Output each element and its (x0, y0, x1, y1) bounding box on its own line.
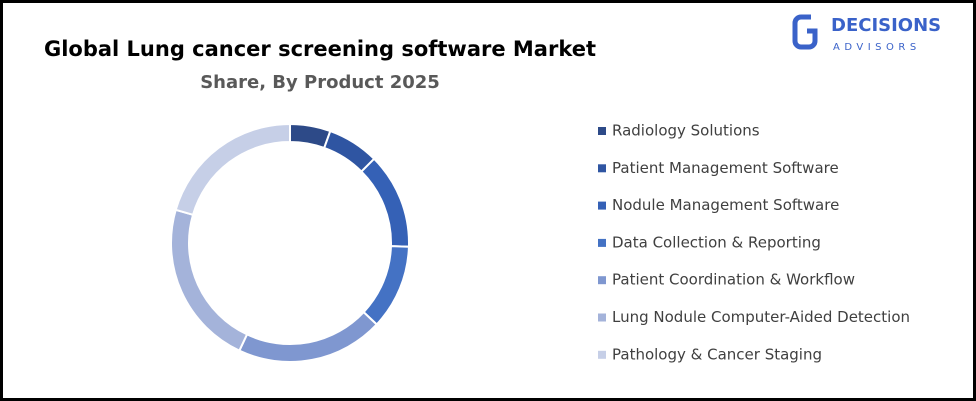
donut-segment (238, 310, 379, 363)
chart: Global Lung cancer screening software Ma… (44, 14, 941, 363)
legend-label: Patient Management Software (612, 159, 839, 177)
logo: DECISIONS ADVISORS (792, 14, 941, 53)
legend-label: Patient Coordination & Workflow (612, 271, 855, 289)
legend-label: Lung Nodule Computer-Aided Detection (612, 308, 910, 326)
legend-swatch (598, 350, 606, 359)
legend-swatch (598, 276, 606, 285)
logo-tagline: ADVISORS (833, 42, 921, 53)
legend-swatch (598, 313, 606, 322)
legend-label: Nodule Management Software (612, 196, 839, 214)
legend-label: Data Collection & Reporting (612, 233, 821, 251)
legend-swatch (598, 238, 606, 247)
chart-subtitle: Share, By Product 2025 (200, 72, 440, 93)
donut-segment (360, 157, 410, 248)
donut-segment (362, 245, 410, 326)
legend-swatch (598, 127, 606, 135)
legend-swatch (598, 164, 606, 173)
logo-name: DECISIONS (831, 15, 941, 36)
chart-title: Global Lung cancer screening software Ma… (44, 37, 596, 61)
legend-label: Pathology & Cancer Staging (612, 345, 822, 363)
legend-swatch (598, 201, 606, 210)
donut-segment (174, 122, 291, 217)
donut-segment (170, 208, 249, 353)
donut-segment (289, 122, 332, 150)
logo-icon (792, 14, 818, 50)
legend-label: Radiology Solutions (612, 122, 760, 140)
